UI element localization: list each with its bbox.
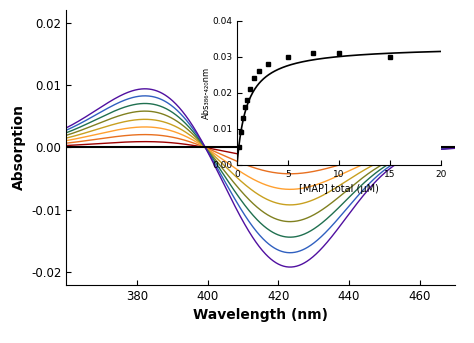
Y-axis label: Absorption: Absorption — [11, 105, 26, 190]
X-axis label: [MAP] total (μM): [MAP] total (μM) — [299, 184, 379, 194]
Y-axis label: Abs₃₈₆-₄₂₀nm: Abs₃₈₆-₄₂₀nm — [201, 67, 210, 119]
X-axis label: Wavelength (nm): Wavelength (nm) — [193, 308, 328, 322]
